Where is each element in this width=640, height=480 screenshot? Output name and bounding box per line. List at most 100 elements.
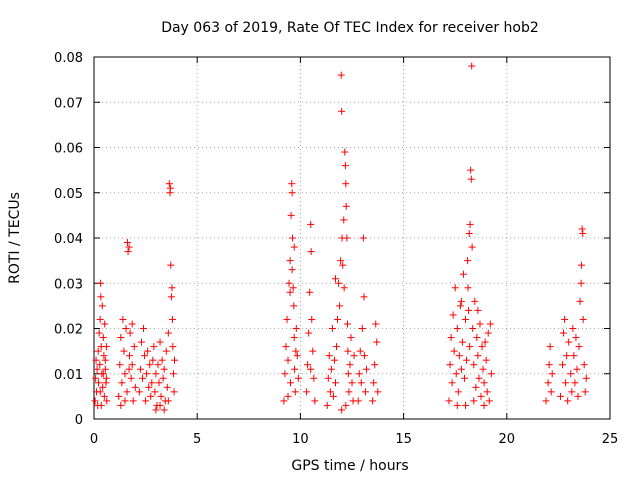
- data-point: [371, 361, 379, 369]
- data-point: [356, 347, 364, 355]
- data-point: [485, 397, 493, 405]
- data-point: [341, 148, 349, 156]
- data-point: [303, 388, 311, 396]
- data-point: [325, 352, 333, 360]
- data-point: [340, 216, 348, 224]
- data-point: [470, 397, 478, 405]
- data-point: [579, 315, 587, 323]
- data-point: [575, 343, 583, 351]
- data-point: [350, 352, 358, 360]
- data-point: [487, 370, 495, 378]
- data-point: [291, 365, 299, 373]
- data-point: [338, 406, 346, 414]
- data-point: [125, 243, 133, 251]
- data-point: [455, 352, 463, 360]
- data-point: [323, 401, 331, 409]
- data-point: [123, 388, 131, 396]
- data-point: [582, 374, 590, 382]
- data-point: [341, 162, 349, 170]
- chart-title: Day 063 of 2019, Rate Of TEC Index for r…: [161, 20, 539, 36]
- data-point: [449, 311, 457, 319]
- data-point: [571, 379, 579, 387]
- data-point: [337, 71, 345, 79]
- data-point: [569, 325, 577, 332]
- data-point: [100, 352, 108, 360]
- data-point: [170, 388, 178, 396]
- data-point: [545, 361, 553, 369]
- data-point: [563, 352, 571, 360]
- data-point: [469, 325, 477, 332]
- data-point: [456, 302, 464, 310]
- data-point: [480, 379, 488, 387]
- data-point: [453, 325, 461, 332]
- data-point: [157, 392, 165, 400]
- data-point: [118, 379, 126, 387]
- y-tick-label: 0.02: [54, 323, 83, 338]
- data-point: [128, 361, 136, 369]
- data-point: [344, 347, 352, 355]
- x-axis-label: GPS time / hours: [291, 458, 408, 474]
- data-point: [345, 388, 353, 396]
- data-point: [167, 293, 175, 301]
- data-point: [147, 392, 155, 400]
- data-point: [474, 306, 482, 314]
- data-point: [474, 352, 482, 360]
- data-point: [482, 356, 490, 364]
- data-point: [562, 379, 570, 387]
- data-point: [581, 388, 589, 396]
- data-point: [348, 379, 356, 387]
- data-point: [340, 284, 348, 292]
- data-point: [125, 365, 133, 373]
- data-point: [307, 248, 315, 256]
- data-point: [164, 329, 172, 337]
- data-point: [159, 374, 167, 382]
- data-point: [463, 356, 471, 364]
- data-point: [95, 379, 103, 387]
- data-point: [141, 352, 149, 360]
- y-tick-label: 0.05: [54, 187, 83, 202]
- data-point: [460, 374, 468, 382]
- data-point: [560, 329, 568, 337]
- data-point: [98, 302, 106, 310]
- data-point: [96, 388, 104, 396]
- data-point: [479, 365, 487, 373]
- data-point: [291, 388, 299, 396]
- data-point: [155, 379, 163, 387]
- data-point: [466, 343, 474, 351]
- data-point: [97, 401, 105, 409]
- data-point: [292, 347, 300, 355]
- y-tick-label: 0.04: [54, 232, 83, 247]
- data-point: [373, 338, 381, 346]
- data-point: [577, 279, 585, 287]
- data-point: [330, 356, 338, 364]
- data-point: [445, 397, 453, 405]
- data-point: [578, 261, 586, 269]
- data-point: [579, 229, 587, 237]
- data-point: [473, 334, 481, 342]
- data-point: [289, 284, 297, 292]
- data-point: [354, 397, 362, 405]
- data-point: [99, 370, 107, 378]
- data-point: [360, 352, 368, 360]
- data-point: [292, 325, 300, 332]
- data-point: [570, 352, 578, 360]
- data-point: [169, 370, 177, 378]
- data-point: [327, 365, 335, 373]
- data-point: [467, 175, 475, 183]
- data-point: [285, 279, 293, 287]
- data-point: [472, 383, 480, 391]
- data-point: [342, 202, 350, 210]
- data-point: [131, 383, 139, 391]
- data-point: [306, 288, 314, 296]
- data-point: [282, 343, 290, 351]
- data-point: [119, 315, 127, 323]
- data-point: [129, 397, 137, 405]
- data-point: [576, 297, 584, 305]
- data-point: [122, 325, 130, 332]
- data-point: [124, 248, 132, 256]
- data-point: [128, 320, 136, 328]
- data-point: [140, 325, 148, 332]
- data-point: [166, 184, 174, 192]
- y-tick-label: 0.01: [54, 368, 83, 383]
- data-point: [294, 374, 302, 382]
